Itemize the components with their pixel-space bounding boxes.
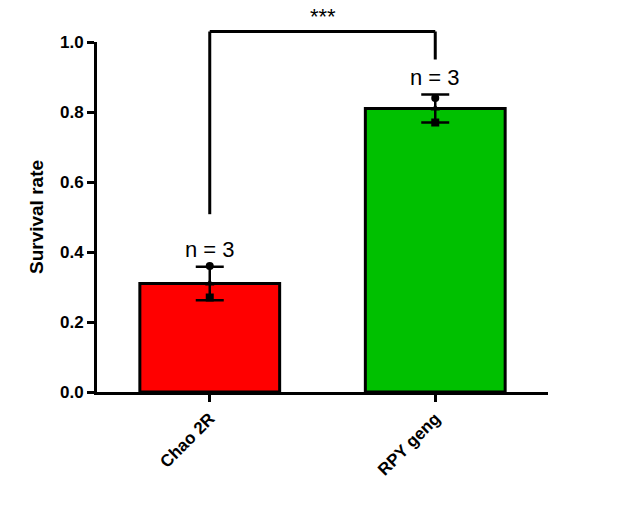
svg-text:Chao 2R: Chao 2R: [156, 409, 218, 471]
svg-text:0.4: 0.4: [60, 243, 84, 262]
svg-text:n = 3: n = 3: [410, 65, 460, 90]
svg-text:Survival rate: Survival rate: [26, 160, 47, 274]
svg-text:1.0: 1.0: [60, 33, 84, 52]
svg-text:RPY geng: RPY geng: [374, 409, 444, 479]
svg-text:0.8: 0.8: [60, 103, 84, 122]
svg-text:0.2: 0.2: [60, 313, 84, 332]
svg-text:0.0: 0.0: [60, 383, 84, 402]
svg-text:n = 3: n = 3: [185, 237, 235, 262]
svg-text:***: ***: [310, 4, 336, 29]
svg-text:0.6: 0.6: [60, 173, 84, 192]
